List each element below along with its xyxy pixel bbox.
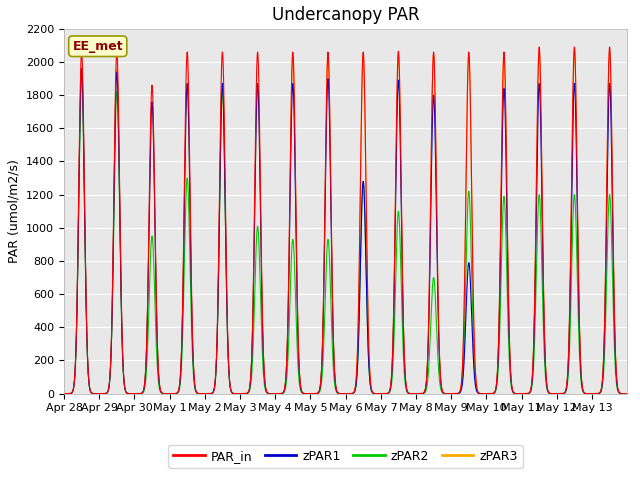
zPAR2: [233, 391, 241, 396]
zPAR1: [233, 391, 241, 396]
zPAR1: [206, 391, 214, 396]
PAR_in: [80, 134, 88, 140]
zPAR1: [313, 391, 321, 396]
PAR_in: [206, 391, 214, 396]
PAR_in: [483, 391, 491, 396]
zPAR3: [233, 391, 241, 396]
zPAR1: [623, 391, 631, 396]
zPAR3: [206, 391, 214, 396]
zPAR1: [80, 151, 88, 157]
zPAR2: [313, 391, 321, 396]
zPAR2: [60, 391, 68, 396]
zPAR3: [623, 391, 631, 396]
zPAR1: [483, 391, 491, 396]
Line: zPAR3: zPAR3: [64, 52, 627, 394]
Legend: PAR_in, zPAR1, zPAR2, zPAR3: PAR_in, zPAR1, zPAR2, zPAR3: [168, 444, 523, 468]
zPAR3: [483, 391, 491, 396]
Y-axis label: PAR (umol/m2/s): PAR (umol/m2/s): [8, 159, 20, 263]
PAR_in: [60, 391, 68, 396]
zPAR2: [483, 391, 491, 396]
PAR_in: [551, 391, 559, 396]
zPAR3: [60, 391, 68, 396]
zPAR2: [206, 391, 214, 396]
PAR_in: [605, 44, 613, 50]
zPAR2: [623, 391, 631, 396]
PAR_in: [313, 391, 321, 396]
zPAR2: [80, 159, 88, 165]
Line: zPAR2: zPAR2: [64, 79, 627, 394]
zPAR3: [80, 146, 88, 152]
Line: PAR_in: PAR_in: [64, 47, 627, 394]
Title: Undercanopy PAR: Undercanopy PAR: [272, 6, 419, 24]
zPAR3: [313, 391, 321, 396]
zPAR1: [551, 391, 559, 396]
Text: EE_met: EE_met: [72, 40, 123, 53]
Line: zPAR1: zPAR1: [64, 69, 627, 394]
zPAR3: [605, 49, 613, 55]
zPAR1: [78, 66, 86, 72]
PAR_in: [233, 391, 241, 396]
zPAR2: [78, 76, 86, 82]
zPAR1: [60, 391, 68, 396]
zPAR3: [551, 391, 559, 396]
PAR_in: [623, 391, 631, 396]
zPAR2: [551, 391, 559, 396]
